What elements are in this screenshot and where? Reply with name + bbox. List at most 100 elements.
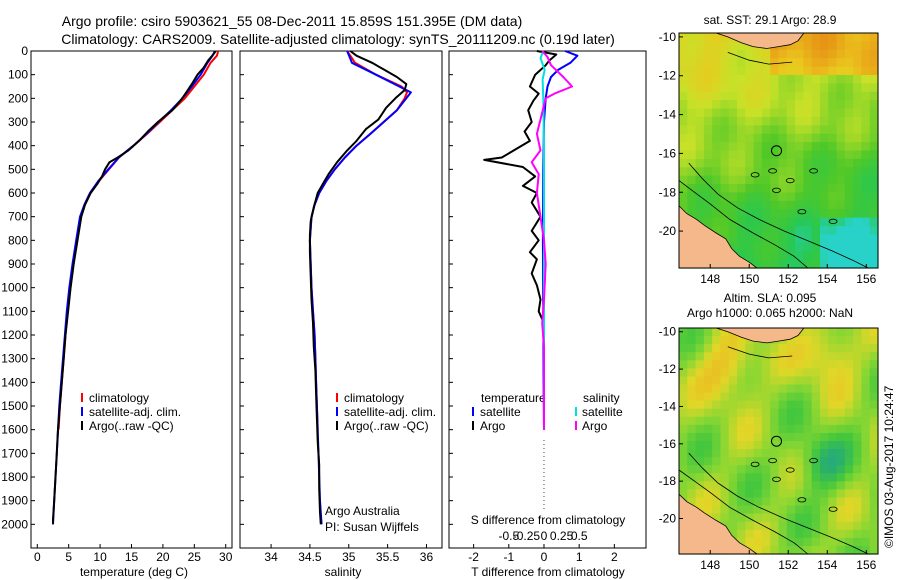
sla-map-cell — [786, 408, 796, 418]
sla-map-cell — [828, 441, 838, 450]
sla-map-cell — [861, 513, 871, 523]
sst-map-cell — [720, 167, 730, 177]
sst-map-cell — [853, 100, 863, 110]
sla-map-cell — [679, 432, 688, 442]
sla-map-profile-location — [771, 435, 782, 447]
sla-map-cell — [844, 505, 854, 515]
sst-map-profile-location — [771, 145, 782, 157]
sla-map-cell — [703, 376, 713, 386]
sla-map-cell — [819, 424, 829, 434]
sst-map-cell — [803, 66, 813, 76]
sst-map-cell — [786, 200, 796, 210]
sla-map-cell — [869, 408, 879, 418]
sst-map-reef — [750, 172, 760, 178]
sst-map-cell — [720, 100, 730, 110]
sla-map-cell — [861, 465, 871, 474]
sla-map-cell — [778, 416, 788, 426]
sla-map-cell — [745, 400, 755, 410]
sla-map-cell — [695, 344, 705, 353]
sst-map-cell — [803, 83, 813, 93]
sst-map-cell — [819, 226, 829, 236]
sst-map-cell — [737, 209, 746, 219]
sla-map-cell — [836, 545, 846, 555]
sla-map-reef — [750, 461, 760, 467]
sst-map-cell — [803, 175, 813, 185]
sst-map-cell — [803, 242, 813, 252]
sst-map-cell — [861, 234, 871, 244]
sla-map-cell — [795, 400, 804, 410]
sla-map-cell — [869, 449, 879, 458]
sst-map-cell — [861, 251, 871, 261]
sla-map-reef — [828, 506, 838, 512]
sla-map-cell — [753, 489, 763, 499]
sst-map-cell — [753, 192, 763, 202]
sla-map-cell — [828, 408, 838, 418]
sst-map-cell — [761, 200, 771, 210]
sla-map-cell — [745, 384, 755, 394]
sla-map-cell — [761, 384, 771, 394]
credit-stamp: ©IMOS 03-Aug-2017 10:24:47 — [882, 385, 896, 548]
sla-map-cell — [844, 545, 854, 555]
sst-map-cell — [679, 41, 688, 51]
sst-map-cell — [795, 41, 804, 51]
sst-map-cell — [770, 116, 780, 126]
sst-map-cell — [679, 49, 688, 59]
sst-map-cell — [811, 158, 821, 168]
sst-map-reef — [828, 218, 838, 224]
sla-map-cell — [695, 473, 705, 482]
sst-map-cell — [761, 226, 771, 236]
sst-map-cell — [712, 133, 722, 143]
sst-map-cell — [853, 133, 863, 143]
sla-map-cell — [679, 465, 688, 474]
sst-map-cell — [753, 251, 763, 261]
sst-map-cell — [703, 91, 713, 101]
sst-map-cell — [720, 217, 730, 227]
sla-map-cell — [786, 481, 796, 491]
salinity-xtick-label: 34 — [264, 550, 278, 564]
sla-map-cell — [795, 344, 804, 353]
sst-map-cell — [679, 58, 688, 68]
sst-map-cell — [745, 234, 755, 244]
temperature-ytick-label: 1300 — [1, 352, 28, 366]
sla-map-cell — [803, 441, 813, 450]
sla-map-cell — [811, 449, 821, 458]
sla-map-cell — [836, 489, 846, 499]
header-line1: Argo profile: csiro 5903621_55 08-Dec-20… — [62, 13, 522, 29]
sla-map-cell — [819, 513, 829, 523]
sla-map-cell — [795, 441, 804, 450]
sla-map-cell — [795, 473, 804, 482]
sla-map-cell — [761, 441, 771, 450]
sla-map-cell — [687, 336, 697, 345]
sla-map-cell — [737, 481, 746, 491]
sst-map-cell — [853, 226, 863, 236]
sst-map-cell — [761, 91, 771, 101]
sla-map-cell — [819, 344, 829, 353]
sla-map-cell — [695, 441, 705, 450]
sla-map-cell — [753, 416, 763, 426]
sla-map-cell — [861, 416, 871, 426]
sst-map-cell — [778, 133, 788, 143]
sla-map-cell — [720, 384, 730, 394]
sst-map-cell — [745, 217, 755, 227]
sla-map-cell — [728, 465, 738, 474]
sst-map-cell — [745, 108, 755, 118]
sst-map-cell — [836, 83, 846, 93]
sla-map-cell — [703, 416, 713, 426]
sla-map-cell — [753, 457, 763, 466]
sla-map-cell — [869, 465, 879, 474]
sla-map-cell — [679, 328, 688, 337]
sla-map-cell — [803, 368, 813, 378]
sla-map-cell — [869, 473, 879, 482]
sst-map-cell — [844, 150, 854, 160]
sst-map-cell — [844, 41, 854, 51]
sla-map-cell — [761, 473, 771, 482]
sla-map-cell — [712, 481, 722, 491]
sst-map-cell — [712, 217, 722, 227]
sst-map-cell — [695, 91, 705, 101]
sla-map-cell — [712, 400, 722, 410]
sla-map-cell — [844, 529, 854, 539]
sla-map-cell — [695, 465, 705, 474]
sla-map-cell — [828, 521, 838, 531]
sst-map-cell — [819, 66, 829, 76]
sst-map-cell — [770, 58, 780, 68]
